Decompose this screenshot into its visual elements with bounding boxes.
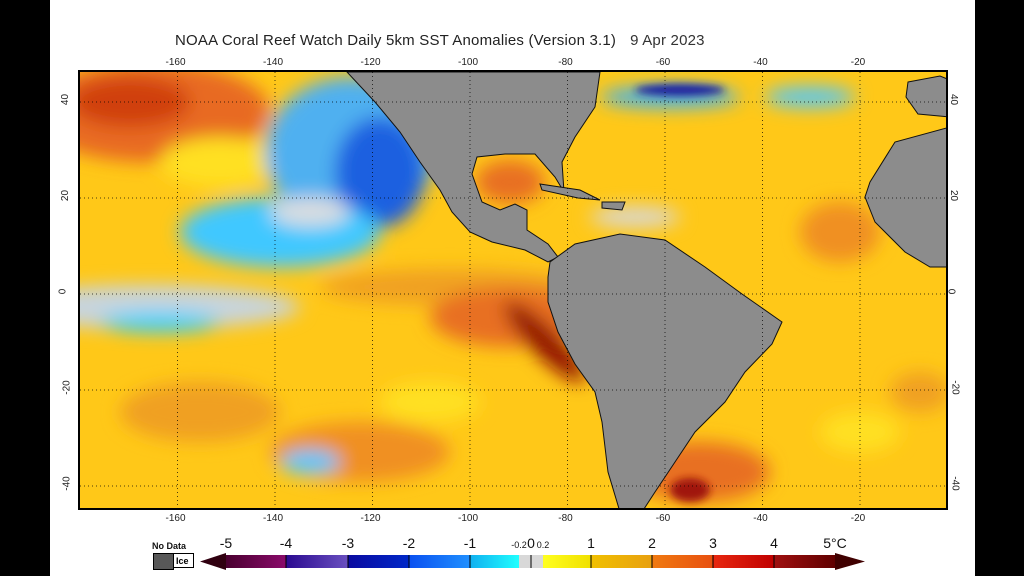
date-text: 9 Apr 2023 xyxy=(630,32,705,49)
colorbar-tick-label: -1 xyxy=(463,535,477,551)
top-lon-tick-label: -20 xyxy=(850,57,866,68)
bottom-lon-tick-label: -120 xyxy=(360,513,381,524)
colorbar-tick-label: -3 xyxy=(341,535,355,551)
map-title: NOAA Coral Reef Watch Daily 5km SST Anom… xyxy=(175,32,705,49)
europe xyxy=(905,75,946,118)
bottom-lon-tick-label: -60 xyxy=(655,513,671,524)
colorbar-tick-label: -2 xyxy=(402,535,416,551)
left-lat-tick-label: -20 xyxy=(61,380,73,395)
bottom-lon-tick-label: -20 xyxy=(850,513,866,524)
anomaly-field xyxy=(80,72,946,502)
top-lon-tick-label: -40 xyxy=(753,57,768,68)
hispaniola xyxy=(601,201,626,211)
left-lat-tick-label: 40 xyxy=(60,93,72,106)
bottom-lon-tick-label: -40 xyxy=(753,513,768,524)
colorbar-tick-label: 5°C xyxy=(823,535,847,551)
top-lon-tick-label: -60 xyxy=(655,57,671,68)
colorbar-tick-label: 4 xyxy=(770,535,778,551)
bottom-lon-tick-label: -100 xyxy=(457,513,479,524)
south-america xyxy=(547,233,783,508)
colorbar-tick-label: 0 xyxy=(527,535,535,551)
colorbar xyxy=(200,553,865,570)
ice-swatch: Ice xyxy=(173,553,194,568)
left-lat-tick-label: 0 xyxy=(57,288,69,295)
no-data-label: No Data xyxy=(152,541,187,551)
colorbar-segment xyxy=(774,555,835,568)
top-lon-tick-label: -120 xyxy=(360,57,381,68)
colorbar-tick-label: -5 xyxy=(219,535,233,551)
colorbar-left-arrow xyxy=(200,553,226,570)
top-lon-tick-label: -100 xyxy=(457,57,479,68)
colorbar-segment xyxy=(652,555,713,568)
north-america xyxy=(346,72,601,263)
bottom-lon-tick-label: -140 xyxy=(262,513,284,524)
colorbar-right-arrow xyxy=(835,553,865,570)
title-text: NOAA Coral Reef Watch Daily 5km SST Anom… xyxy=(175,32,617,49)
colorbar-segment xyxy=(348,555,409,568)
bottom-lon-tick-label: -80 xyxy=(558,513,573,524)
colorbar-tick-label: 1 xyxy=(587,535,595,551)
colorbar-tick-label: 0.2 xyxy=(536,540,550,550)
left-lat-tick-label: -40 xyxy=(61,476,73,491)
right-lat-tick-label: -20 xyxy=(949,380,961,395)
africa xyxy=(864,127,946,268)
colorbar-segment xyxy=(543,555,591,568)
right-lat-tick-label: 20 xyxy=(948,189,960,202)
colorbar-segment xyxy=(470,555,519,568)
colorbar-segment xyxy=(226,555,286,568)
right-lat-tick-label: 40 xyxy=(948,93,960,106)
map-figure: NOAA Coral Reef Watch Daily 5km SST Anom… xyxy=(50,0,975,576)
top-lon-tick-label: -140 xyxy=(262,57,284,68)
cuba xyxy=(539,183,601,201)
colorbar-tick-label: -0.2 xyxy=(511,540,527,550)
colorbar-tick-label: 3 xyxy=(709,535,717,551)
colorbar-segment xyxy=(713,555,774,568)
bottom-lon-tick-label: -160 xyxy=(165,513,186,524)
graticule xyxy=(80,72,946,508)
land-masses xyxy=(346,72,946,508)
colorbar-segment xyxy=(409,555,470,568)
colorbar-segment xyxy=(591,555,652,568)
colorbar-tick-label: 2 xyxy=(648,535,656,551)
colorbar-tick-label: -4 xyxy=(279,535,293,551)
right-lat-tick-label: -40 xyxy=(949,476,961,491)
map-svg xyxy=(80,72,946,508)
left-lat-tick-label: 20 xyxy=(60,189,72,202)
top-lon-tick-label: -80 xyxy=(558,57,573,68)
sst-anomaly-map xyxy=(78,70,948,510)
top-lon-tick-label: -160 xyxy=(165,57,186,68)
colorbar-segment xyxy=(286,555,348,568)
